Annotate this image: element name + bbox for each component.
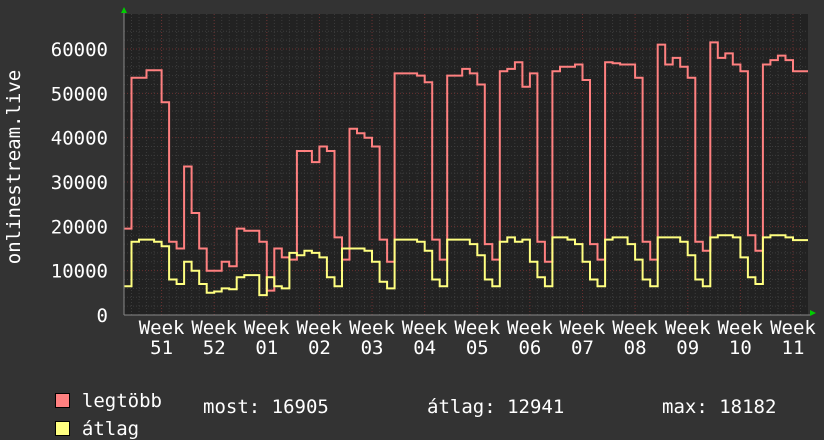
series-lines [123,12,810,316]
x-tick-label: Week 11 [770,317,816,359]
y-tick-label: 40000 [51,128,108,150]
y-tick-label: 20000 [51,216,108,238]
y-tick-labels: 0 10000 20000 30000 40000 50000 60000 [51,39,108,327]
x-tick-label: Week 06 [507,317,553,359]
x-tick-label: Week 09 [665,317,711,359]
legtobb-swatch [54,393,70,408]
atlag-label: átlag [81,418,140,440]
x-tick-label: Week 01 [244,317,290,359]
stat-most: most: 16905 [203,396,329,418]
x-tick-label: Week 52 [191,317,237,359]
x-tick-label: Week 07 [560,317,606,359]
y-tick-label: 50000 [51,83,108,105]
x-tick-label: Week 05 [454,317,500,359]
atlag-swatch [54,421,70,436]
y-axis-label: onlinestream.live [3,70,25,264]
y-tick-label: 0 [97,305,108,327]
x-tick-label: Week 02 [297,317,343,359]
x-tick-label: Week 10 [717,317,763,359]
series-line-legtobb [124,41,808,292]
legtobb-label: legtöbb [81,390,162,412]
legend-item-legtobb: legtöbb [32,368,162,412]
y-tick-label: 30000 [51,172,108,194]
y-tick-label: 60000 [51,39,108,61]
stat-max: max: 18182 [662,396,777,418]
x-axis-arrow-icon [810,310,816,316]
y-axis-arrow-icon [121,7,127,13]
stat-atlag: átlag: 12941 [427,396,565,418]
x-tick-label: Week 04 [402,317,448,359]
y-tick-label: 10000 [51,261,108,283]
series-line-atlag [124,234,808,297]
x-tick-label: Week 03 [349,317,395,359]
legend-item-atlag: átlag [32,396,139,440]
x-tick-label: Week 08 [612,317,658,359]
x-tick-label: Week 51 [139,317,185,359]
